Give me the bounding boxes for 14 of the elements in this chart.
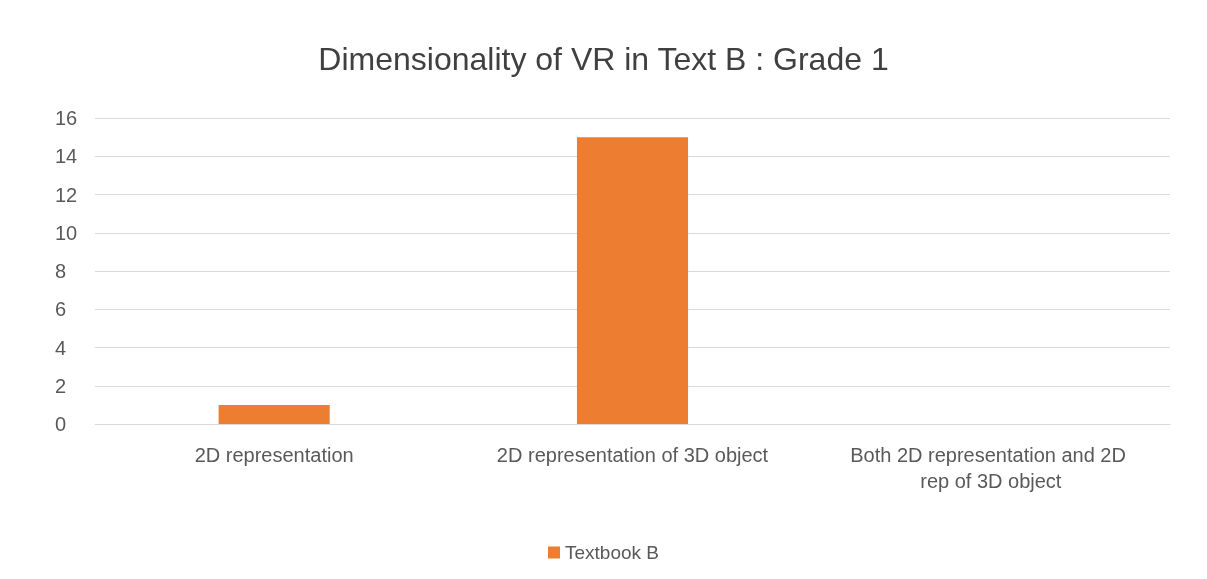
- chart-title: Dimensionality of VR in Text B : Grade 1: [318, 41, 889, 77]
- y-tick-label: 16: [55, 107, 78, 129]
- y-tick-label: 6: [55, 298, 67, 321]
- x-tick-label: 2D representation of 3D object: [496, 444, 769, 466]
- y-tick-label: 4: [55, 336, 67, 359]
- y-tick-label: 14: [55, 145, 78, 168]
- y-tick-label: 2: [55, 374, 67, 397]
- legend-label: Textbook B: [565, 542, 659, 563]
- x-tick-label: Both 2D representation and 2D rep of 3D object: [850, 444, 1132, 492]
- y-tick-label: 12: [55, 183, 78, 206]
- x-tick-label: 2D representation: [194, 444, 354, 466]
- y-tick-label: 0: [55, 413, 67, 435]
- y-tick-label: 8: [55, 260, 67, 282]
- y-tick-label: 10: [55, 221, 78, 244]
